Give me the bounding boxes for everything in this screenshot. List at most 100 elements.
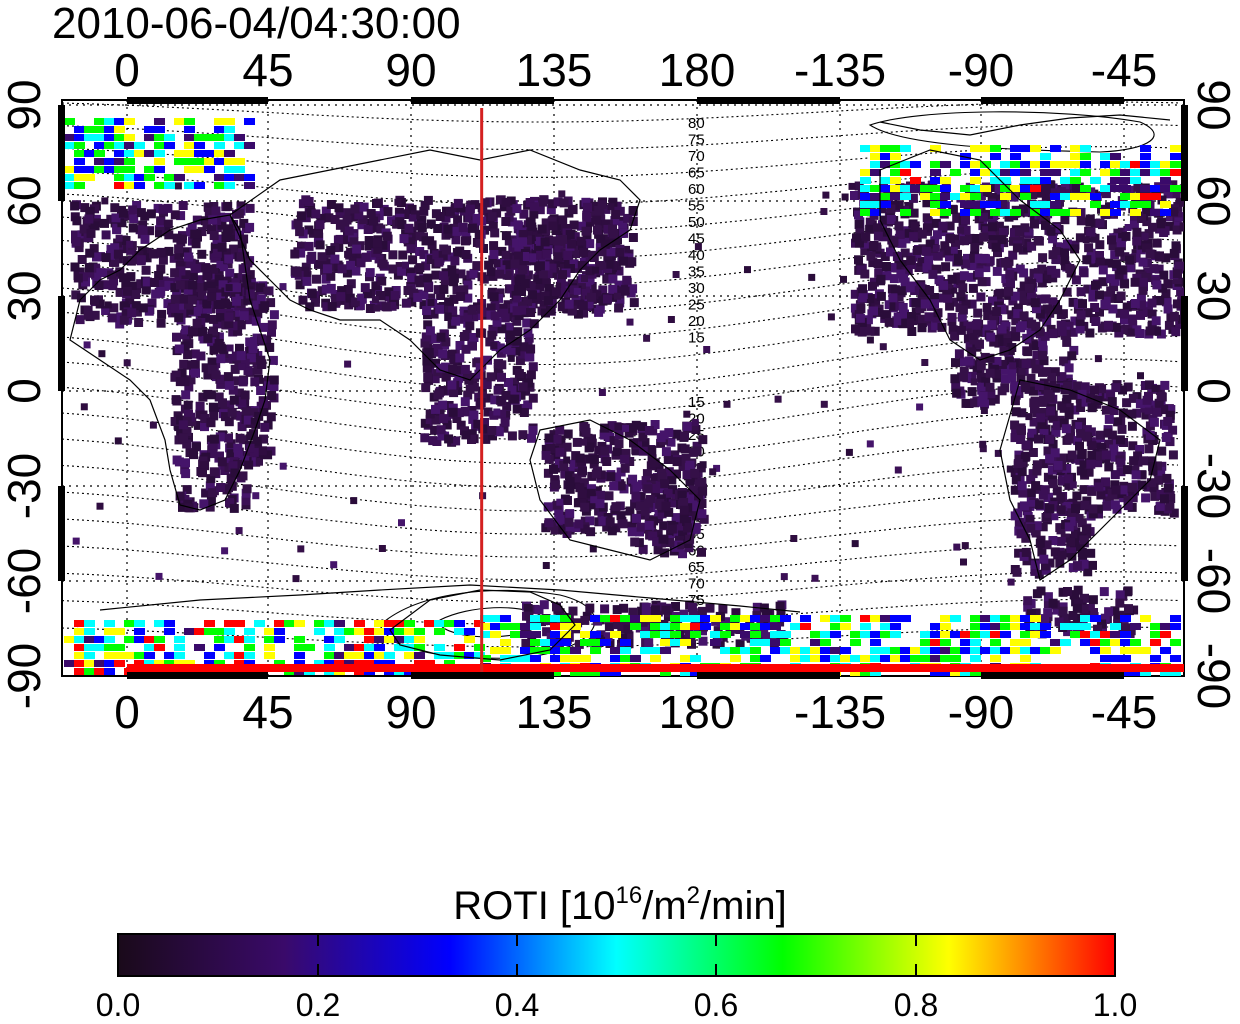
roti-cell	[1052, 486, 1062, 496]
roti-cell	[710, 631, 721, 638]
roti-cell	[609, 481, 619, 491]
roti-cell	[1110, 480, 1120, 490]
roti-cell	[1160, 226, 1170, 236]
roti-cell	[599, 262, 607, 270]
roti-cell	[426, 293, 436, 303]
roti-cell	[560, 639, 571, 646]
roti-cell	[562, 442, 572, 452]
roti-cell	[518, 382, 528, 392]
roti-cell	[500, 639, 511, 646]
roti-cell	[124, 166, 135, 173]
roti-cell	[205, 502, 215, 512]
roti-cell	[1047, 265, 1057, 275]
roti-cell	[950, 169, 961, 176]
roti-cell	[1075, 422, 1083, 430]
roti-cell	[1000, 209, 1011, 216]
roti-cell	[1047, 372, 1057, 382]
roti-cell	[351, 250, 361, 260]
roti-cell	[525, 217, 535, 227]
roti-cell	[750, 639, 761, 646]
roti-cell	[373, 304, 381, 312]
roti-cell	[296, 248, 306, 258]
roti-cell	[890, 161, 901, 168]
roti-cell	[544, 433, 554, 443]
roti-cell	[244, 460, 254, 470]
roti-cell	[1110, 169, 1121, 176]
roti-cell	[1150, 161, 1161, 168]
roti-cell	[445, 207, 455, 217]
roti-cell	[780, 647, 791, 654]
roti-cell	[1028, 190, 1038, 199]
roti-cell	[226, 439, 236, 449]
roti-cell	[1097, 619, 1107, 629]
roti-cell	[64, 118, 75, 125]
roti-cell	[172, 332, 181, 342]
roti-cell	[84, 652, 95, 659]
roti-cell	[537, 224, 547, 234]
roti-cell	[627, 521, 637, 531]
roti-cell	[1050, 169, 1061, 176]
roti-cell	[1161, 289, 1171, 299]
roti-cell	[84, 166, 95, 173]
roti-cell	[1040, 331, 1050, 341]
contour-label: 60	[688, 181, 705, 198]
roti-cell	[690, 671, 701, 676]
roti-cell	[224, 174, 235, 181]
roti-cell	[653, 545, 663, 555]
roti-cell	[580, 502, 590, 512]
roti-cell	[134, 174, 145, 181]
roti-cell	[1160, 169, 1171, 176]
roti-cell	[1110, 452, 1120, 462]
roti-cell	[481, 307, 491, 317]
roti-cell	[607, 421, 617, 431]
roti-cell	[224, 636, 235, 643]
roti-cell	[850, 303, 860, 313]
roti-cell	[114, 182, 125, 189]
roti-cell	[486, 372, 496, 382]
roti-cell	[96, 502, 104, 510]
roti-cell	[668, 498, 678, 508]
roti-cell	[134, 150, 145, 157]
roti-cell	[522, 235, 532, 245]
roti-cell	[321, 274, 331, 284]
roti-cell	[454, 373, 464, 383]
roti-cell	[122, 286, 132, 296]
roti-cell	[542, 627, 552, 637]
roti-cell	[1066, 544, 1076, 554]
roti-cell	[622, 424, 629, 432]
roti-cell	[487, 212, 497, 222]
roti-cell	[190, 229, 200, 239]
roti-cell	[1163, 416, 1173, 426]
roti-cell	[436, 425, 446, 435]
roti-cell	[344, 652, 355, 659]
roti-cell	[1152, 326, 1162, 336]
roti-cell	[636, 501, 645, 511]
roti-cell	[1154, 398, 1164, 408]
roti-cell	[959, 366, 969, 376]
roti-cell	[104, 166, 115, 173]
roti-cell	[499, 423, 509, 433]
roti-cell	[720, 647, 731, 654]
roti-cell	[124, 652, 135, 659]
roti-cell	[203, 333, 213, 343]
roti-cell	[142, 247, 152, 257]
roti-cell	[516, 274, 526, 284]
roti-cell	[930, 145, 941, 152]
roti-cell	[1086, 459, 1096, 469]
roti-cell	[990, 177, 1001, 184]
roti-cell	[600, 604, 610, 614]
roti-cell	[650, 473, 658, 481]
roti-cell	[587, 434, 596, 444]
roti-cell	[1085, 328, 1095, 338]
roti-cell	[358, 215, 368, 225]
roti-cell	[559, 198, 569, 208]
roti-cell	[182, 439, 192, 449]
roti-cell	[1090, 193, 1101, 200]
roti-cell	[870, 294, 880, 303]
roti-cell	[1111, 259, 1121, 269]
roti-cell	[899, 260, 909, 269]
roti-cell	[1062, 464, 1072, 473]
roti-cell	[81, 277, 90, 287]
roti-cell	[74, 158, 85, 165]
roti-cell	[214, 636, 225, 643]
